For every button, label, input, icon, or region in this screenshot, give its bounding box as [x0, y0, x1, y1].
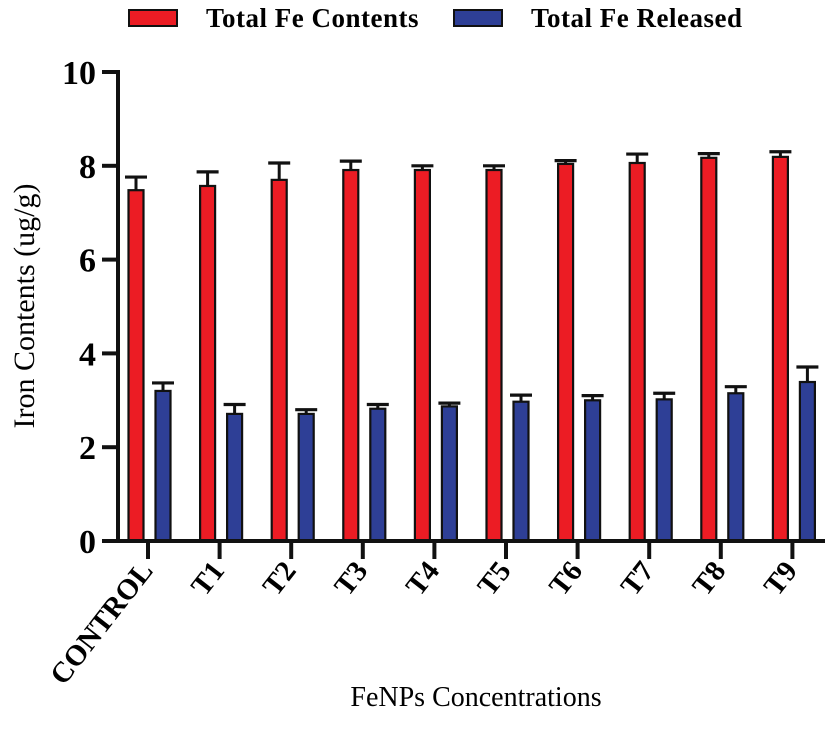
- legend-label: Total Fe Released: [531, 2, 743, 33]
- bar-total-fe-released-control: [154, 389, 172, 543]
- legend-item-total-fe-released: Total Fe Released: [453, 3, 742, 34]
- bar-total-fe-contents-t9: [771, 155, 790, 543]
- x-tick-label: T1: [185, 556, 231, 602]
- y-tick-label: 2: [79, 430, 96, 467]
- bar-total-fe-released-t2: [297, 412, 315, 543]
- bar-total-fe-released-t7: [655, 398, 673, 543]
- x-tick-label: T3: [328, 556, 374, 602]
- y-tick-label: 4: [79, 336, 96, 373]
- labels-group: CONTROL T1 T2 T3 T4 T5 T6 T7 T8 T9 0 2 4 6 8 10 Iron Con…: [8, 55, 804, 713]
- x-tick-label: T2: [257, 556, 303, 602]
- bar-total-fe-released-t9: [798, 380, 817, 543]
- legend-item-total-fe-contents: Total Fe Contents: [128, 3, 419, 34]
- y-tick-label: 0: [79, 524, 96, 561]
- bar-total-fe-contents-t6: [556, 162, 575, 543]
- bar-total-fe-contents-t4: [413, 168, 431, 543]
- y-tick-label: 10: [62, 55, 96, 92]
- x-tick-label: T9: [758, 556, 804, 602]
- bars-group: [125, 150, 819, 543]
- bar-total-fe-released-t3: [369, 407, 387, 543]
- bar-total-fe-contents-t5: [485, 168, 503, 543]
- y-tick-label: 8: [79, 149, 96, 186]
- bar-total-fe-contents-t8: [700, 156, 718, 543]
- bar-total-fe-contents-t3: [342, 168, 360, 543]
- x-tick-label: T8: [686, 556, 732, 602]
- chart-legend: Total Fe Contents Total Fe Released: [128, 0, 777, 36]
- bar-total-fe-contents-t2: [270, 178, 288, 543]
- x-axis-title: FeNPs Concentrations: [350, 682, 601, 713]
- bar-total-fe-contents-t7: [628, 161, 646, 543]
- y-axis-title: Iron Contents (ug/g): [8, 184, 41, 429]
- bar-total-fe-released-t8: [727, 392, 745, 543]
- legend-label: Total Fe Contents: [206, 2, 420, 33]
- legend-swatch-red: [128, 9, 178, 27]
- x-tick-label: T5: [471, 556, 517, 602]
- axes-group: [102, 70, 825, 559]
- y-tick-label: 6: [79, 243, 96, 280]
- bar-total-fe-released-t6: [583, 399, 602, 543]
- bar-total-fe-contents-control: [127, 189, 145, 543]
- bar-total-fe-contents-t1: [199, 184, 217, 543]
- x-tick-label: T7: [615, 556, 661, 602]
- legend-swatch-blue: [453, 9, 504, 27]
- bar-total-fe-released-t4: [440, 405, 458, 543]
- bar-total-fe-released-t5: [512, 400, 530, 543]
- bar-total-fe-released-t1: [226, 412, 244, 543]
- x-tick-label: T6: [543, 556, 589, 602]
- x-tick-label: T4: [400, 556, 446, 602]
- x-tick-label: CONTROL: [44, 556, 159, 691]
